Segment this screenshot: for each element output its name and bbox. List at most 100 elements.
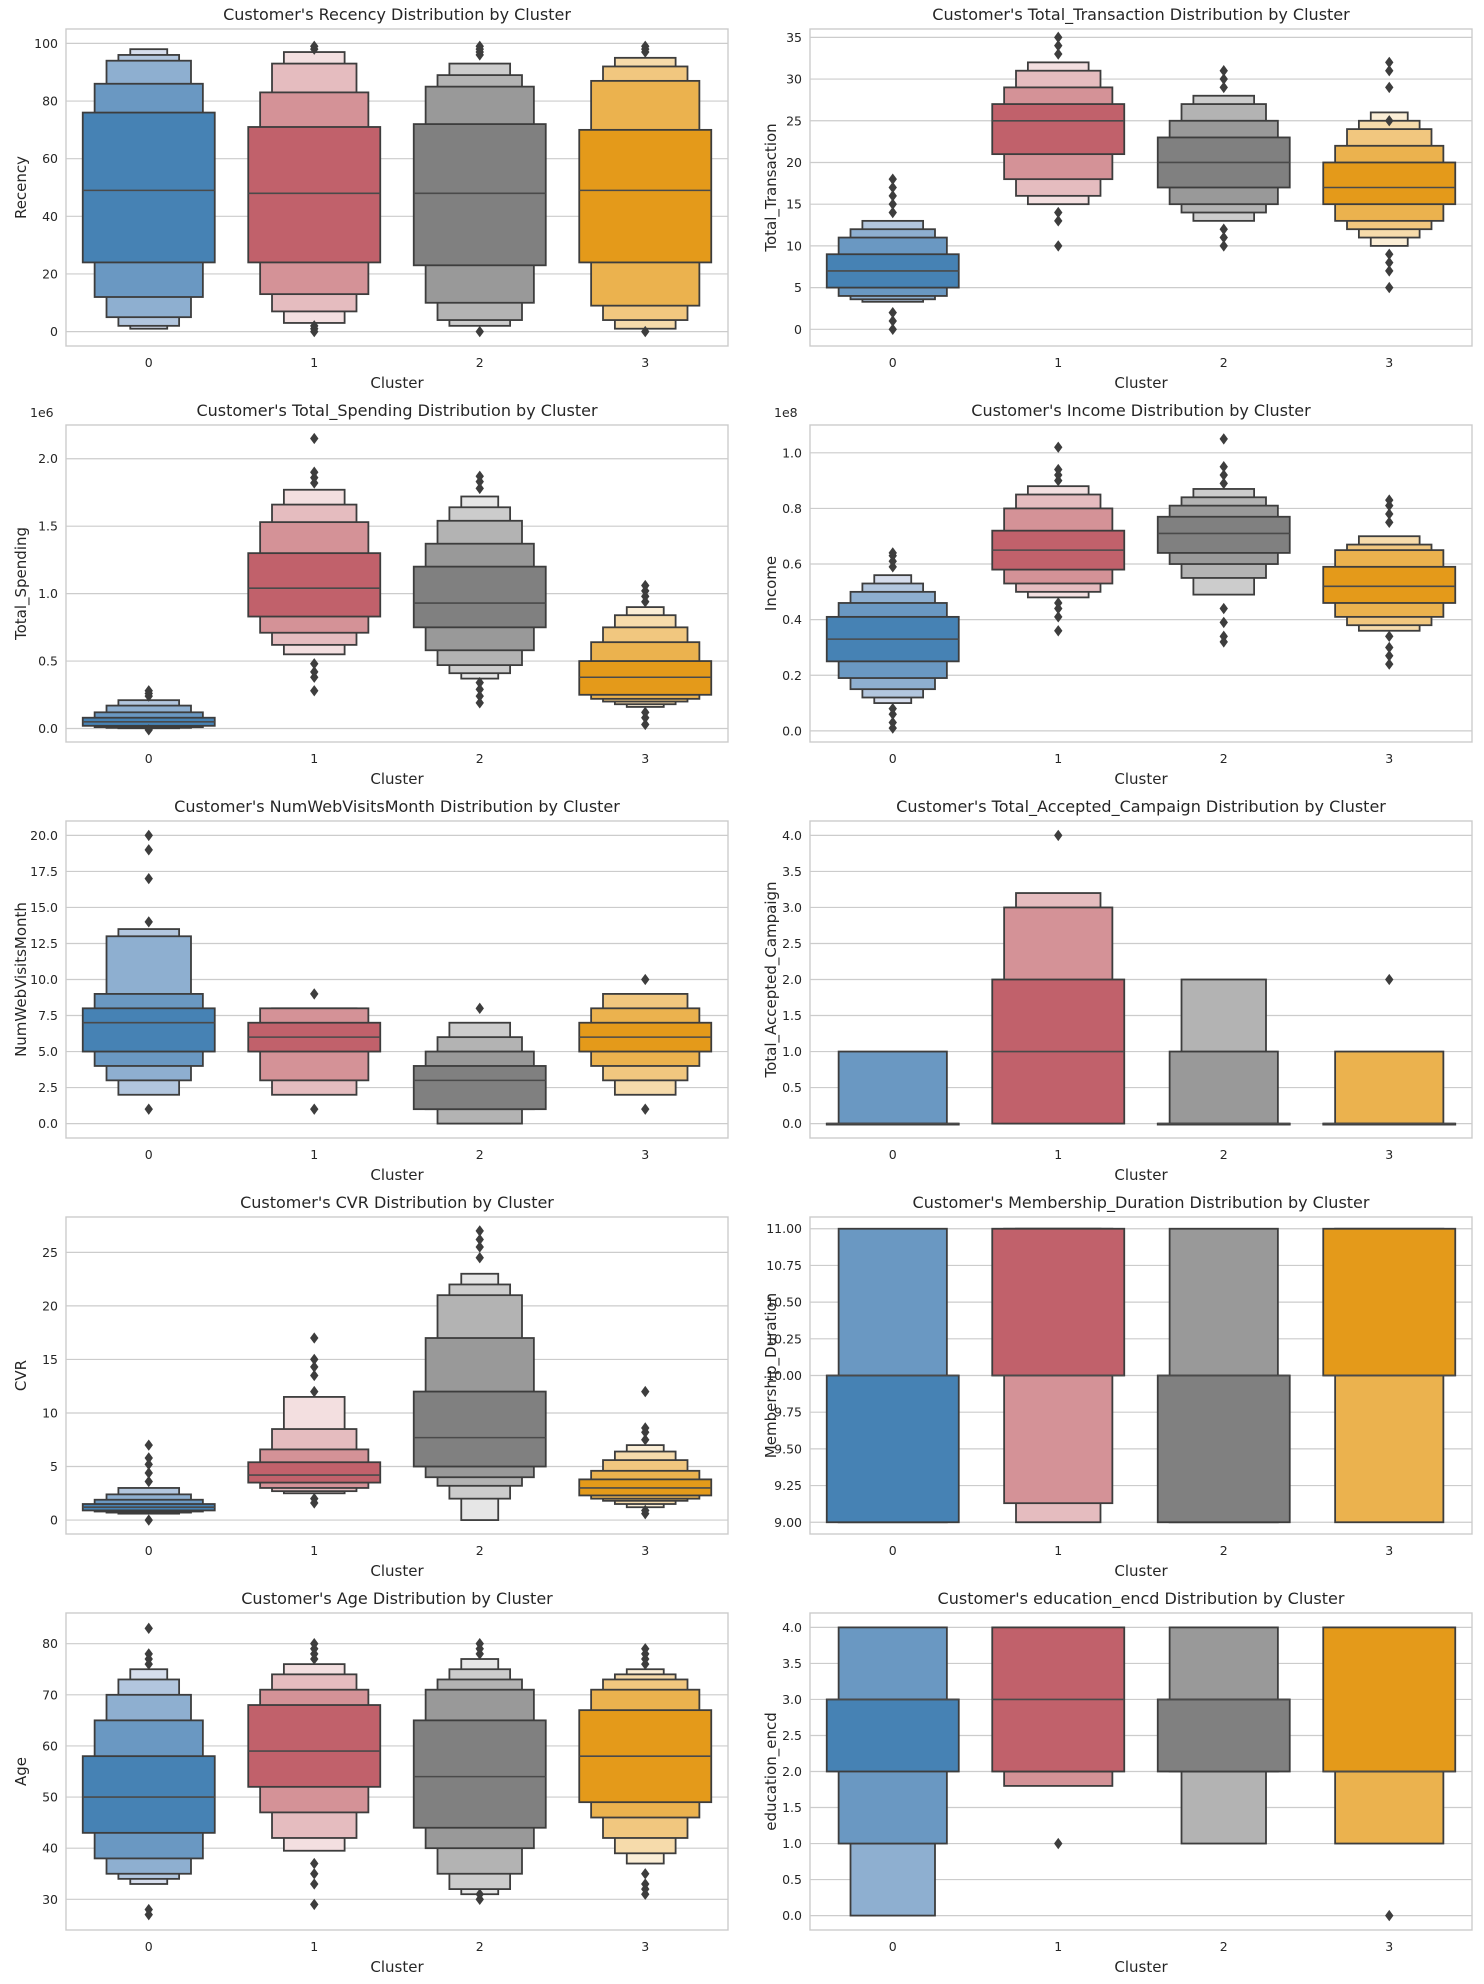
boxen-group-3 <box>578 579 713 731</box>
outlier-point <box>641 718 650 731</box>
outlier-point <box>144 916 153 928</box>
outlier-point <box>1219 630 1228 643</box>
outlier-point <box>310 1898 319 1911</box>
y-tick-label: 0 <box>50 324 58 339</box>
chart-title: Customer's Age Distribution by Cluster <box>241 1589 553 1608</box>
boxen-group-3 <box>1322 1626 1457 1922</box>
x-axis-label: Cluster <box>370 1166 424 1184</box>
outlier-point <box>641 1868 650 1880</box>
boxen-group-1 <box>991 441 1126 637</box>
subplot-4: 0.0 2.5 5.0 7.5 10.0 12.5 15.0 17.5 20.0 0 1 2 3 Cust… <box>12 797 729 1184</box>
boxen-box <box>825 1374 960 1524</box>
y-tick-label: 25 <box>786 113 802 128</box>
axes-frame <box>65 820 729 1139</box>
boxen-group-3 <box>1322 973 1457 1126</box>
boxen-group-3 <box>578 1385 713 1520</box>
y-tick-label: 0.0 <box>782 1116 802 1131</box>
outlier-point <box>1385 630 1394 643</box>
boxen-group-0 <box>81 1439 216 1526</box>
boxen-box <box>825 1698 960 1773</box>
boxen-group-1 <box>991 1626 1126 1850</box>
outlier-point <box>144 1514 153 1526</box>
boxen-box <box>837 1050 948 1125</box>
outlier-point <box>144 829 153 842</box>
x-tick-label: 1 <box>1054 355 1062 370</box>
outlier-point <box>1219 81 1228 94</box>
boxen-group-1 <box>991 829 1126 1125</box>
outlier-point <box>475 1233 484 1246</box>
x-axis-label: Cluster <box>1114 770 1168 788</box>
y-tick-label: 9.00 <box>774 1515 802 1530</box>
outlier-point <box>144 1452 153 1464</box>
subplot-1: 0 5 10 15 20 25 30 35 0 1 2 3 Customer's Total_Trans… <box>762 5 1473 392</box>
y-tick-label: 0.2 <box>782 668 802 683</box>
outlier-point <box>1054 48 1063 60</box>
x-tick-label: 0 <box>889 1939 897 1954</box>
y-tick-label: 3.5 <box>782 1656 802 1671</box>
x-tick-label: 3 <box>641 355 649 370</box>
y-tick-label: 2.0 <box>782 1764 802 1779</box>
outlier-point <box>1385 56 1394 69</box>
outlier-point <box>310 432 319 445</box>
y-tick-label: 80 <box>42 94 58 109</box>
outlier-point <box>1054 463 1063 476</box>
outlier-point <box>888 190 897 202</box>
x-tick-label: 2 <box>1220 1147 1228 1162</box>
boxen-group-3 <box>1322 494 1457 670</box>
axes-frame <box>809 424 1473 743</box>
outlier-point <box>475 683 484 696</box>
y-tick-label: 0 <box>50 1513 58 1528</box>
x-tick-label: 1 <box>1054 751 1062 766</box>
outlier-point <box>1219 231 1228 244</box>
outlier-point <box>1385 65 1394 77</box>
outlier-point <box>144 1648 153 1660</box>
outlier-point <box>1385 658 1394 670</box>
outlier-point <box>310 1868 319 1880</box>
boxen-group-0 <box>81 48 216 330</box>
x-tick-label: 2 <box>476 1939 484 1954</box>
y-tick-label: 10.50 <box>766 1295 802 1310</box>
chart-title: Customer's Income Distribution by Cluste… <box>971 401 1311 420</box>
outlier-point <box>310 1361 319 1373</box>
y-axis-label: Total_Transaction <box>762 123 781 252</box>
outlier-point <box>1385 641 1394 654</box>
boxen-group-2 <box>412 470 547 709</box>
x-tick-label: 1 <box>310 1147 318 1162</box>
outlier-point <box>888 547 897 559</box>
chart-title: Customer's Total_Spending Distribution b… <box>196 401 598 421</box>
boxen-box <box>81 1007 216 1053</box>
axes-frame <box>809 820 1473 1139</box>
y-tick-label: 0.5 <box>782 1872 802 1887</box>
y-tick-label: 1.5 <box>782 1800 802 1815</box>
boxen-box <box>991 1227 1126 1377</box>
y-tick-label: 3.5 <box>782 864 802 879</box>
x-tick-label: 3 <box>1385 1543 1393 1558</box>
outlier-point <box>641 1878 650 1890</box>
boxen-group-3 <box>1322 56 1457 294</box>
y-tick-label: 0.0 <box>782 1908 802 1923</box>
outlier-point <box>475 482 484 495</box>
y-tick-label: 25 <box>42 1245 58 1260</box>
boxen-group-2 <box>412 1225 547 1521</box>
chart-title: Customer's education_encd Distribution b… <box>938 1589 1345 1609</box>
y-tick-label: 60 <box>42 1738 58 1753</box>
x-axis-label: Cluster <box>1114 1562 1168 1580</box>
outlier-point <box>475 1638 484 1650</box>
y-tick-label: 10 <box>786 238 802 253</box>
y-tick-label: 15.0 <box>30 900 58 915</box>
boxen-group-0 <box>825 1227 960 1524</box>
y-tick-label: 9.50 <box>774 1441 802 1456</box>
axes-frame <box>65 424 729 743</box>
boxen-group-2 <box>1156 1626 1291 1845</box>
boxen-box <box>412 565 547 629</box>
x-tick-label: 1 <box>310 751 318 766</box>
outlier-point <box>144 724 153 736</box>
boxen-box <box>81 111 216 264</box>
x-tick-label: 3 <box>641 1543 649 1558</box>
boxen-group-0 <box>825 1626 960 1917</box>
y-tick-label: 0.8 <box>782 501 802 516</box>
chart-title: Customer's Total_Transaction Distributio… <box>932 5 1350 25</box>
y-tick-label: 4.0 <box>782 1620 802 1635</box>
boxen-group-1 <box>991 1227 1126 1524</box>
x-tick-label: 3 <box>641 1147 649 1162</box>
